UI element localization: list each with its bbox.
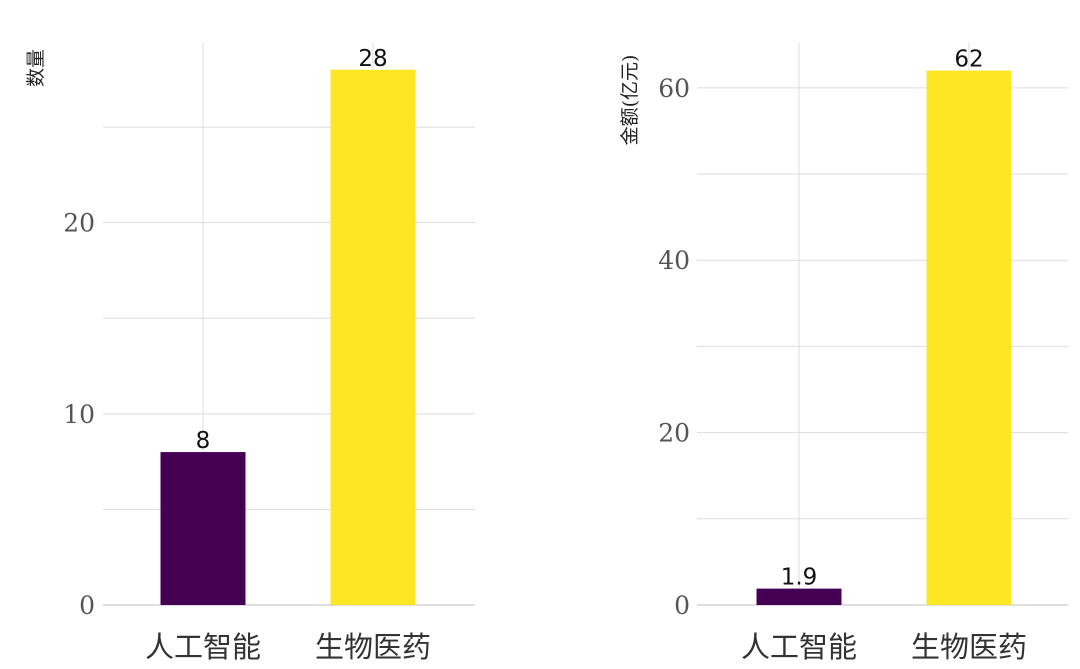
data-label: 1.9 (781, 565, 818, 591)
y-tick-label: 0 (674, 591, 690, 620)
data-label: 62 (954, 47, 983, 73)
bar-ai (756, 588, 842, 605)
y-tick-label: 10 (63, 400, 95, 429)
bar-biomed (330, 69, 416, 605)
y-tick-label: 40 (658, 246, 690, 275)
grid-lines (103, 43, 475, 605)
y-tick-label: 20 (63, 209, 95, 238)
data-label: 8 (196, 428, 211, 454)
y-tick-label: 60 (658, 74, 690, 103)
x-category-label: 人工智能 (741, 630, 857, 664)
grid-lines (697, 43, 1068, 605)
bar-biomed (926, 70, 1012, 605)
y-tick-label: 20 (658, 419, 690, 448)
x-category-label: 生物医药 (315, 630, 431, 664)
data-label: 28 (358, 46, 387, 72)
bar-ai (160, 452, 246, 605)
panel-count: 8 28 0 10 20 人工智能 生物医药 数量 (25, 43, 475, 664)
y-axis-title: 数量 (25, 49, 47, 87)
y-tick-label: 0 (79, 591, 95, 620)
x-category-label: 生物医药 (911, 630, 1027, 664)
x-category-label: 人工智能 (145, 630, 261, 664)
y-axis-title: 金额(亿元) (619, 55, 641, 146)
panel-amount: 1.9 62 0 20 40 60 人工智能 生物医药 金额(亿元) (619, 43, 1068, 664)
